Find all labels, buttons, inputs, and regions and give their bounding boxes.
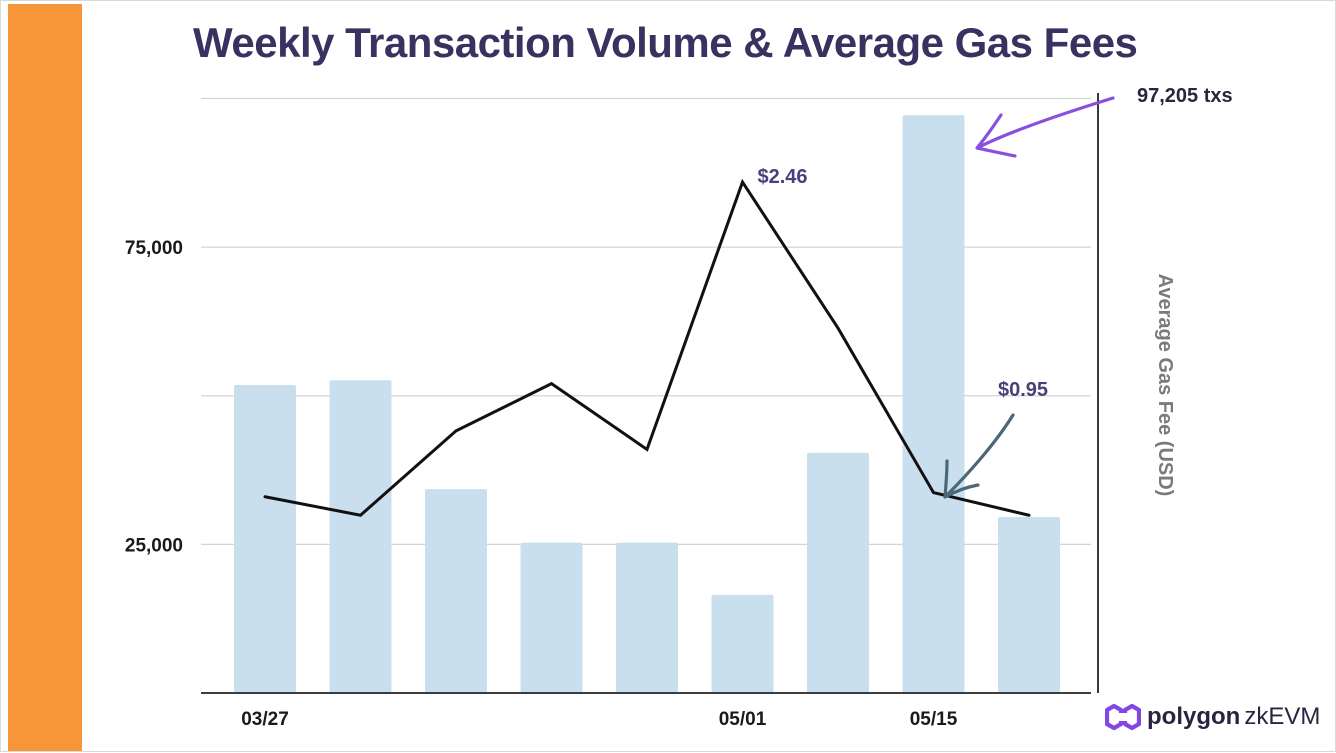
bar bbox=[329, 380, 392, 693]
accent-sidebar bbox=[8, 4, 82, 751]
brand-lockup: polygon zkEVM bbox=[1105, 699, 1320, 735]
bar bbox=[902, 115, 965, 693]
y2-axis-title: Average Gas Fee (USD) bbox=[1154, 274, 1176, 497]
y-tick-label: 75,000 bbox=[125, 238, 183, 259]
annotation-peak-fee: $2.46 bbox=[757, 166, 807, 188]
slate-arrowhead-icon bbox=[943, 459, 980, 499]
bar bbox=[520, 542, 583, 693]
chart-title: Weekly Transaction Volume & Average Gas … bbox=[193, 19, 1138, 66]
bar bbox=[807, 452, 869, 693]
bar bbox=[425, 489, 487, 693]
bar bbox=[711, 594, 774, 693]
purple-arrowhead-icon bbox=[975, 113, 1017, 158]
bar bbox=[616, 542, 678, 693]
x-tick-label: 03/27 bbox=[241, 709, 289, 730]
annotation-current-fee: $0.95 bbox=[998, 379, 1048, 401]
x-tick-label: 05/15 bbox=[910, 709, 958, 730]
purple-arrow-icon bbox=[977, 96, 1115, 149]
annotation-max-volume: 97,205 txs bbox=[1137, 85, 1233, 107]
gas-fee-line bbox=[263, 178, 1031, 517]
brand-suffix: zkEVM bbox=[1244, 703, 1321, 730]
bar bbox=[998, 517, 1060, 693]
x-tick-label: 05/01 bbox=[719, 709, 767, 730]
bar bbox=[234, 385, 296, 693]
brand-name: polygon bbox=[1147, 703, 1241, 730]
polygon-logo-icon bbox=[1105, 703, 1141, 731]
slate-arrow-icon bbox=[945, 413, 1015, 497]
y-tick-label: 25,000 bbox=[125, 535, 183, 556]
